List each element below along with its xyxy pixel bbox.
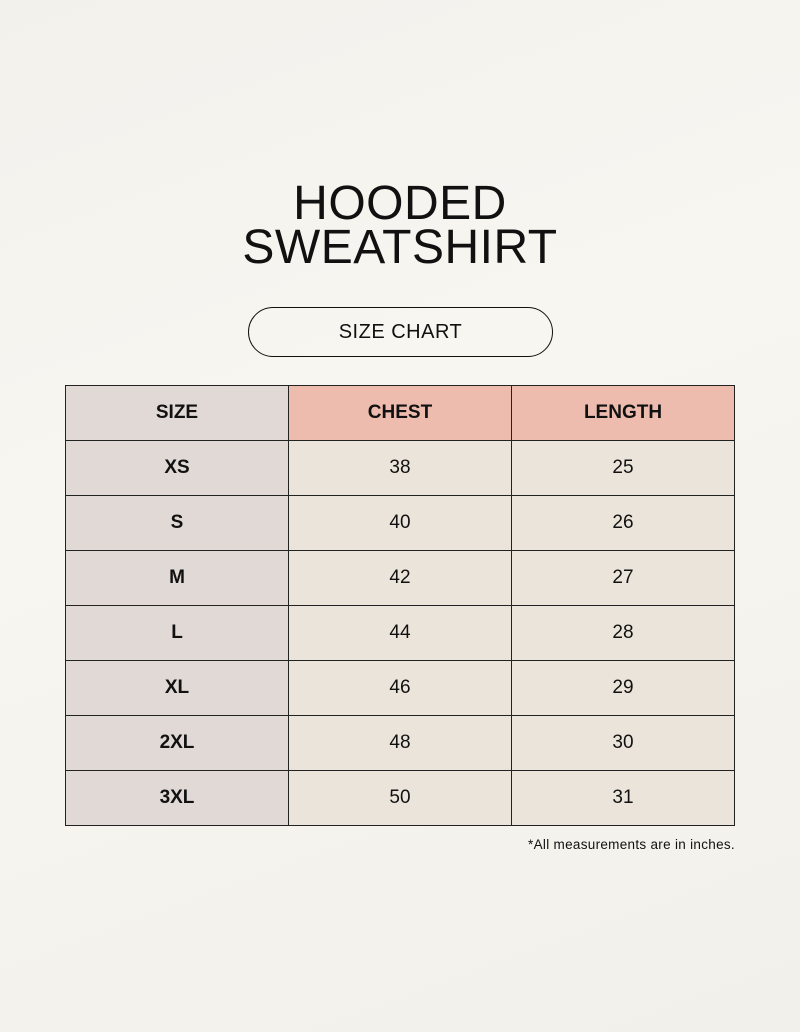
table-row: S 40 26: [65, 495, 735, 551]
column-header: LENGTH: [511, 385, 735, 441]
length-cell: 28: [511, 605, 735, 661]
chest-cell: 50: [288, 770, 512, 826]
chest-cell: 40: [288, 495, 512, 551]
page-title: HOODED SWEATSHIRT: [0, 177, 800, 274]
size-cell: 2XL: [65, 715, 289, 771]
chest-cell: 48: [288, 715, 512, 771]
chest-cell: 44: [288, 605, 512, 661]
length-cell: 27: [511, 550, 735, 606]
size-cell: S: [65, 495, 289, 551]
chest-cell: 38: [288, 440, 512, 496]
size-cell: XL: [65, 660, 289, 716]
length-cell: 26: [511, 495, 735, 551]
size-chart-table: SIZE CHEST LENGTH XS 38 25 S 40 26 M 42 27 L 44 28 XL 4…: [65, 385, 735, 826]
table-row: XL 46 29: [65, 660, 735, 716]
length-cell: 30: [511, 715, 735, 771]
table-row: XS 38 25: [65, 440, 735, 496]
length-cell: 25: [511, 440, 735, 496]
length-cell: 29: [511, 660, 735, 716]
size-cell: XS: [65, 440, 289, 496]
title-line: HOODED: [293, 177, 507, 230]
chest-cell: 42: [288, 550, 512, 606]
chest-cell: 46: [288, 660, 512, 716]
table-row: 2XL 48 30: [65, 715, 735, 771]
size-cell: M: [65, 550, 289, 606]
footnote: *All measurements are in inches.: [528, 837, 735, 852]
column-header: CHEST: [288, 385, 512, 441]
title-line: SWEATSHIRT: [242, 221, 558, 274]
column-header: SIZE: [65, 385, 289, 441]
table-row: 3XL 50 31: [65, 770, 735, 826]
size-cell: L: [65, 605, 289, 661]
length-cell: 31: [511, 770, 735, 826]
size-chart-label: SIZE CHART: [248, 307, 553, 357]
table-row: M 42 27: [65, 550, 735, 606]
size-cell: 3XL: [65, 770, 289, 826]
table-row: L 44 28: [65, 605, 735, 661]
